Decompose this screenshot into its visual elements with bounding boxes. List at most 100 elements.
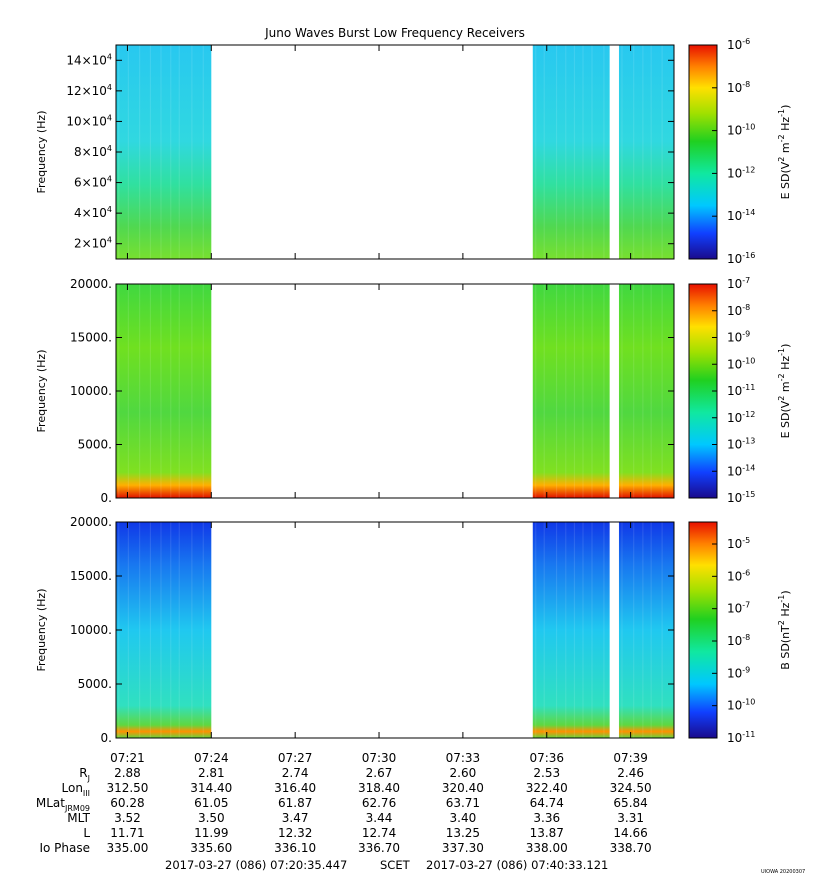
ephemeris-value: 2.46 bbox=[617, 766, 644, 780]
ephemeris-value: 335.00 bbox=[106, 841, 148, 855]
ephemeris-value: 63.71 bbox=[446, 796, 480, 810]
ytick-label: 2×104 bbox=[74, 236, 112, 251]
ephemeris-value: 3.44 bbox=[366, 811, 393, 825]
cbar-tick-label: 10-12 bbox=[727, 165, 755, 180]
ytick-label: 12×104 bbox=[66, 83, 112, 98]
ephemeris-value: 11.99 bbox=[194, 826, 228, 840]
ephemeris-value: 2.74 bbox=[282, 766, 309, 780]
ytick-label: 20000. bbox=[70, 515, 112, 529]
ytick-label: 5000. bbox=[78, 677, 112, 691]
ephemeris-label: RJ bbox=[79, 766, 90, 783]
ytick-label: 0. bbox=[101, 491, 112, 505]
time-axis: 07:21 07:24 07:27 07:30 07:33 07:36 07:39 bbox=[110, 45, 648, 765]
panel-2: 0. 5000. 10000. 15000. 20000. Frequency (Hz) 1… bbox=[35, 276, 792, 505]
ephemeris-value: 3.36 bbox=[533, 811, 560, 825]
panel-1-ylabel: Frequency (Hz) bbox=[35, 111, 48, 194]
xtick-label: 07:27 bbox=[278, 751, 313, 765]
ytick-label: 15000. bbox=[70, 331, 112, 345]
footer-scet: SCET bbox=[380, 858, 411, 872]
ephemeris-value: 12.32 bbox=[278, 826, 312, 840]
cbar-tick-label: 10-10 bbox=[727, 123, 755, 138]
panel-2-segment-3 bbox=[618, 284, 674, 498]
ephemeris-value: 14.66 bbox=[613, 826, 647, 840]
ephemeris-value: 335.60 bbox=[190, 841, 232, 855]
panel-1-segment-1 bbox=[115, 45, 212, 259]
chart-title: Juno Waves Burst Low Frequency Receivers bbox=[264, 26, 525, 40]
cbar-tick-label: 10-6 bbox=[727, 37, 750, 52]
ytick-label: 20000. bbox=[70, 277, 112, 291]
ytick-label: 4×104 bbox=[74, 205, 112, 220]
panel-1: 2×104 4×104 6×104 8×104 10×104 12×104 14×104 Fr… bbox=[35, 37, 792, 266]
ephemeris-value: 324.50 bbox=[610, 781, 652, 795]
ephemeris-value: 320.40 bbox=[442, 781, 484, 795]
panel-1-segment-3 bbox=[618, 45, 674, 259]
ephemeris-value: 316.40 bbox=[274, 781, 316, 795]
ephemeris-label: Io Phase bbox=[39, 841, 90, 855]
ytick-label: 0. bbox=[101, 731, 112, 745]
ephemeris-value: 60.28 bbox=[110, 796, 144, 810]
cbar-tick-label: 10-7 bbox=[727, 276, 750, 291]
ephemeris-value: 338.70 bbox=[610, 841, 652, 855]
ephemeris-value: 65.84 bbox=[613, 796, 647, 810]
ephemeris-value: 322.40 bbox=[526, 781, 568, 795]
panel-3-colorbar bbox=[688, 521, 718, 739]
ephemeris-value: 337.30 bbox=[442, 841, 484, 855]
ephemeris-value: 64.74 bbox=[530, 796, 564, 810]
cbar-tick-label: 10-12 bbox=[727, 410, 755, 425]
ytick-label: 8×104 bbox=[74, 144, 112, 159]
ephemeris-value: 338.00 bbox=[526, 841, 568, 855]
ytick-label: 10000. bbox=[70, 384, 112, 398]
cbar-tick-label: 10-8 bbox=[727, 633, 750, 648]
footer-stamp: UIOWA 20200307 bbox=[761, 869, 805, 875]
ephemeris-value: 336.70 bbox=[358, 841, 400, 855]
xtick-label: 07:24 bbox=[194, 751, 229, 765]
ytick-label: 15000. bbox=[70, 569, 112, 583]
panel-3: 0. 5000. 10000. 15000. 20000. Frequency (Hz) 1… bbox=[35, 515, 792, 745]
ephemeris-value: 13.25 bbox=[446, 826, 480, 840]
ephemeris-value: 3.40 bbox=[450, 811, 477, 825]
panel-3-segment-2 bbox=[532, 522, 610, 738]
svg-text:E SD(V2 m-2 Hz-1): E SD(V2 m-2 Hz-1) bbox=[777, 105, 792, 200]
panel-1-cbar-label: E SD(V2 m-2 Hz-1) bbox=[777, 105, 792, 200]
xtick-label: 07:36 bbox=[529, 751, 564, 765]
panel-2-cbar-label: E SD(V2 m-2 Hz-1) bbox=[777, 344, 792, 439]
xtick-label: 07:33 bbox=[446, 751, 481, 765]
cbar-tick-label: 10-6 bbox=[727, 568, 750, 583]
ephemeris-value: 11.71 bbox=[110, 826, 144, 840]
ephemeris-value: 12.74 bbox=[362, 826, 396, 840]
footer-end: 2017-03-27 (086) 07:40:33.121 bbox=[426, 858, 608, 872]
panel-3-cbar-label: B SD(nT2 Hz-1) bbox=[777, 590, 792, 669]
panels: 2×104 4×104 6×104 8×104 10×104 12×104 14×104 Fr… bbox=[35, 37, 792, 745]
cbar-tick-label: 10-5 bbox=[727, 536, 750, 551]
cbar-tick-label: 10-11 bbox=[727, 383, 755, 398]
cbar-tick-label: 10-8 bbox=[727, 303, 750, 318]
cbar-tick-label: 10-9 bbox=[727, 330, 750, 345]
ephemeris-value: 318.40 bbox=[358, 781, 400, 795]
cbar-tick-label: 10-16 bbox=[727, 251, 755, 266]
ytick-label: 10×104 bbox=[66, 113, 112, 128]
panel-3-segment-3 bbox=[618, 522, 674, 738]
ephemeris-value: 312.50 bbox=[106, 781, 148, 795]
ephemeris-table: RJ 2.88 2.81 2.74 2.67 2.60 2.53 2.46 LonIII 312.… bbox=[36, 766, 652, 855]
ephemeris-value: 2.81 bbox=[198, 766, 225, 780]
cbar-tick-label: 10-8 bbox=[727, 80, 750, 95]
xtick-label: 07:30 bbox=[362, 751, 397, 765]
ephemeris-value: 336.10 bbox=[274, 841, 316, 855]
panel-2-segment-1 bbox=[115, 284, 212, 498]
cbar-tick-label: 10-7 bbox=[727, 601, 750, 616]
xtick-label: 07:39 bbox=[613, 751, 648, 765]
ytick-label: 14×104 bbox=[66, 52, 112, 67]
ephemeris-value: 3.31 bbox=[617, 811, 644, 825]
cbar-tick-label: 10-10 bbox=[727, 356, 755, 371]
ephemeris-label: L bbox=[83, 826, 90, 840]
ephemeris-label: MLT bbox=[67, 811, 90, 825]
panel-2-ylabel: Frequency (Hz) bbox=[35, 350, 48, 433]
ytick-label: 5000. bbox=[78, 438, 112, 452]
ephemeris-value: 2.53 bbox=[533, 766, 560, 780]
ytick-label: 10000. bbox=[70, 623, 112, 637]
ephemeris-value: 61.87 bbox=[278, 796, 312, 810]
xtick-label: 07:21 bbox=[110, 751, 145, 765]
ephemeris-value: 2.60 bbox=[450, 766, 477, 780]
panel-1-colorbar bbox=[688, 44, 718, 260]
